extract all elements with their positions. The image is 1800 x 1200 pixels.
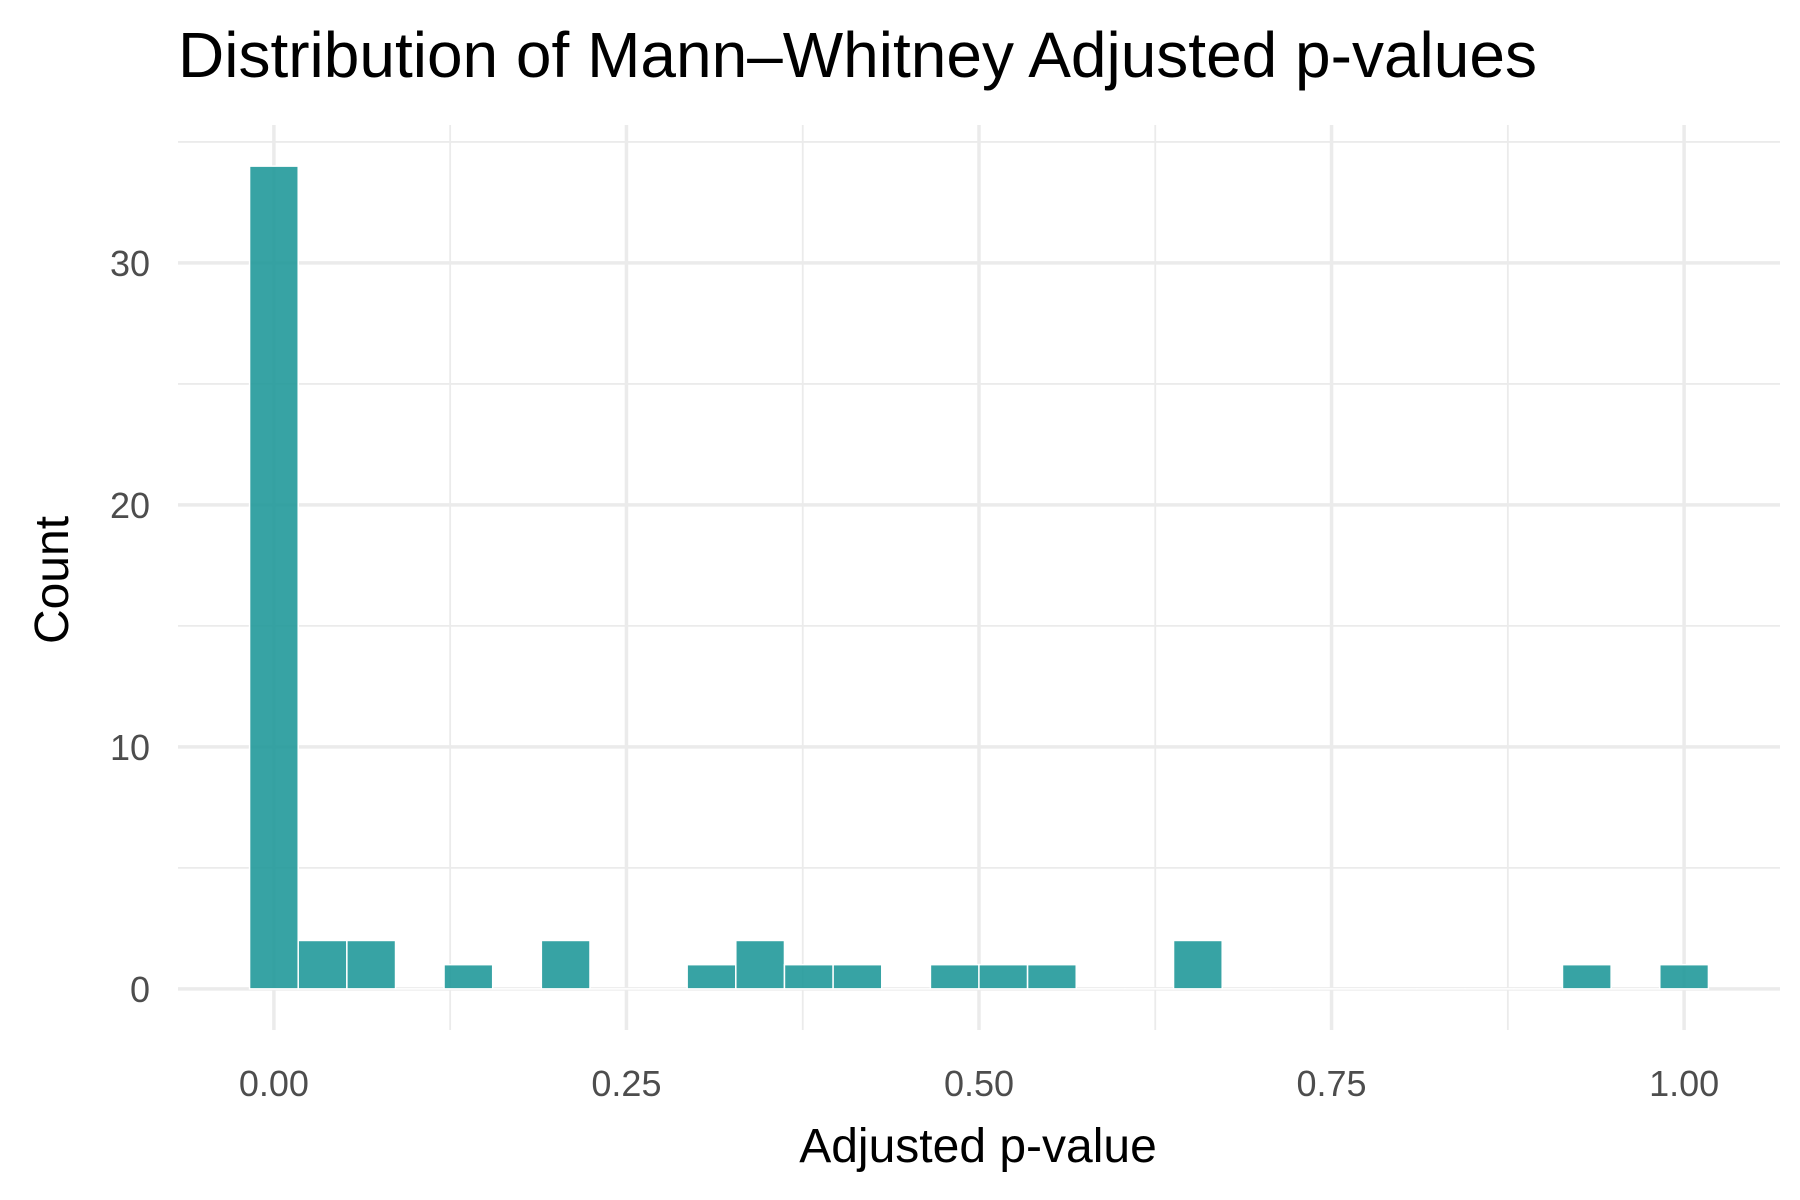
histogram-bar [1172,939,1223,990]
histogram-bar [929,963,980,990]
histogram-bar [540,939,591,990]
chart-title: Distribution of Mann–Whitney Adjusted p-… [178,19,1537,91]
x-axis-title: Adjusted p-value [799,1120,1157,1173]
y-tick-label: 30 [110,243,150,284]
histogram-bar [346,939,397,990]
histogram-bar [1659,963,1710,990]
x-tick-label: 0.50 [944,1063,1014,1104]
y-tick-label: 20 [110,485,150,526]
histogram-bar [1561,963,1612,990]
histogram-bar [1026,963,1077,990]
histogram-bar [686,963,737,990]
histogram-bars [248,165,1710,990]
histogram-bar [735,939,786,990]
tick-labels: 0.00 0.25 0.50 0.75 1.00 0 10 20 30 [110,243,1719,1104]
y-tick-label: 10 [110,727,150,768]
histogram-bar [297,939,348,990]
y-tick-label: 0 [130,969,150,1010]
histogram-bar [832,963,883,990]
x-tick-label: 0.25 [591,1063,661,1104]
histogram-bar [248,165,299,990]
x-tick-label: 1.00 [1649,1063,1719,1104]
x-tick-label: 0.00 [239,1063,309,1104]
x-tick-label: 0.75 [1297,1063,1367,1104]
histogram-bar [978,963,1029,990]
histogram-bar [783,963,834,990]
y-axis-title: Count [26,516,79,644]
histogram-bar [443,963,494,990]
